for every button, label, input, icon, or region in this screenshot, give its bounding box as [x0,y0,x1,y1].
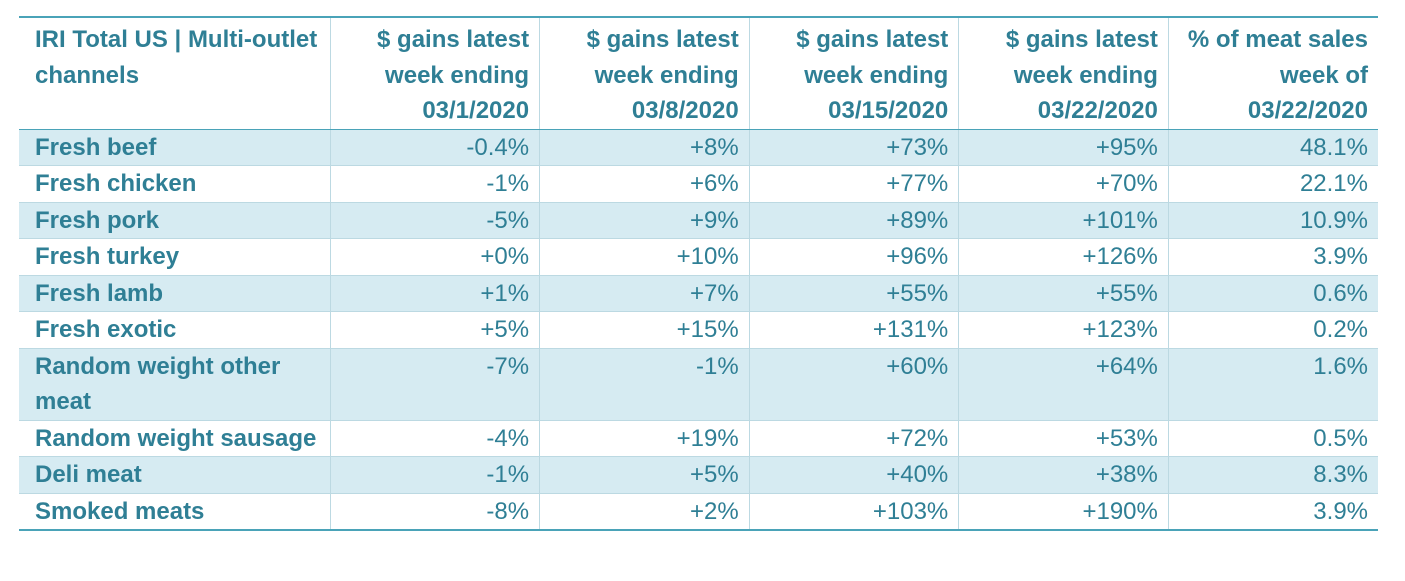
table-row: Fresh exotic +5% +15% +131% +123% 0.2% [19,311,1378,348]
table-row: Fresh lamb +1% +7% +55% +55% 0.6% [19,274,1378,312]
meat-sales-table: IRI Total US | Multi-outlet channels $ g… [19,16,1378,531]
table-cell: +15% [539,311,750,348]
table-cell: +55% [958,274,1169,312]
table-cell: +126% [958,238,1169,275]
table-cell: 1.6% [1167,347,1378,421]
table-cell: -1% [539,347,750,421]
table-cell: 48.1% [1167,128,1378,166]
table-cell: +123% [958,311,1169,348]
row-label: Fresh exotic [35,316,177,343]
table-cell: +96% [748,238,959,275]
header-week-0315: $ gains latest week ending 03/15/2020 [748,17,959,130]
header-share: % of meat sales week of 03/22/2020 [1167,17,1378,130]
table-cell: +101% [958,201,1169,239]
table-cell: +55% [748,274,959,312]
table-cell: -1% [329,456,540,494]
table-cell: 0.5% [1167,420,1378,457]
row-label: Fresh chicken [35,170,197,197]
table-cell: 22.1% [1167,165,1378,202]
table-cell: +10% [539,238,750,275]
table-row: Deli meat -1% +5% +40% +38% 8.3% [19,456,1378,494]
table-cell: +0% [329,238,540,275]
table-cell: +70% [958,165,1169,202]
table-cell: -8% [329,493,540,530]
table-cell: +40% [748,456,959,494]
table-cell: +190% [958,493,1169,530]
table-cell: +89% [748,201,959,239]
table-cell: 8.3% [1167,456,1378,494]
table-row: Fresh beef -0.4% +8% +73% +95% 48.1% [19,128,1378,166]
meat-sales-table-container: IRI Total US | Multi-outlet channels $ g… [19,16,1378,531]
row-label: Fresh turkey [35,243,180,270]
table-cell: +7% [539,274,750,312]
table-row: Random weight other meat -7% -1% +60% +6… [19,347,1378,421]
table-cell: +103% [748,493,959,530]
table-cell: +2% [539,493,750,530]
row-label: Fresh lamb [19,274,330,312]
table-cell: +19% [539,420,750,457]
table-cell: +1% [329,274,540,312]
table-cell: +5% [539,456,750,494]
table-cell: -1% [329,165,540,202]
header-week-0301: $ gains latest week ending 03/1/2020 [329,17,540,130]
header-week-0322: $ gains latest week ending 03/22/2020 [958,17,1169,130]
table-row: Fresh turkey +0% +10% +96% +126% 3.9% [19,238,1378,275]
table-cell: +53% [958,420,1169,457]
table-cell: 0.2% [1167,311,1378,348]
table-cell: -5% [329,201,540,239]
table-cell: +9% [539,201,750,239]
table-cell: +64% [958,347,1169,421]
table-cell: -7% [329,347,540,421]
table-cell: 3.9% [1167,238,1378,275]
table-cell: +6% [539,165,750,202]
row-label: Smoked meats [35,497,205,525]
table-cell: -4% [329,420,540,457]
table-cell: +95% [958,128,1169,166]
table-cell: 10.9% [1167,201,1378,239]
table-row: Fresh pork -5% +9% +89% +101% 10.9% [19,201,1378,239]
row-label: Random weight sausage [35,424,317,452]
row-label: Deli meat [19,456,330,494]
row-label: Fresh beef [19,128,330,166]
table-row: Fresh chicken -1% +6% +77% +70% 22.1% [19,165,1378,202]
table-cell: +8% [539,128,750,166]
row-label: Random weight other meat [19,347,330,421]
table-cell: +72% [748,420,959,457]
table-cell: 0.6% [1167,274,1378,312]
table-cell: +77% [748,165,959,202]
table-row: Random weight sausage -4% +19% +72% +53%… [19,420,1378,457]
row-label: Fresh pork [19,201,330,239]
table-row: Smoked meats -8% +2% +103% +190% 3.9% [19,493,1378,530]
table-cell: +38% [958,456,1169,494]
table-cell: 3.9% [1167,493,1378,530]
table-cell: +60% [748,347,959,421]
table-cell: -0.4% [329,128,540,166]
table-cell: +73% [748,128,959,166]
header-row: IRI Total US | Multi-outlet channels $ g… [19,17,1378,130]
table-cell: +5% [329,311,540,348]
header-week-0308: $ gains latest week ending 03/8/2020 [539,17,750,130]
table-cell: +131% [748,311,959,348]
header-channel: IRI Total US | Multi-outlet channels [19,17,330,130]
